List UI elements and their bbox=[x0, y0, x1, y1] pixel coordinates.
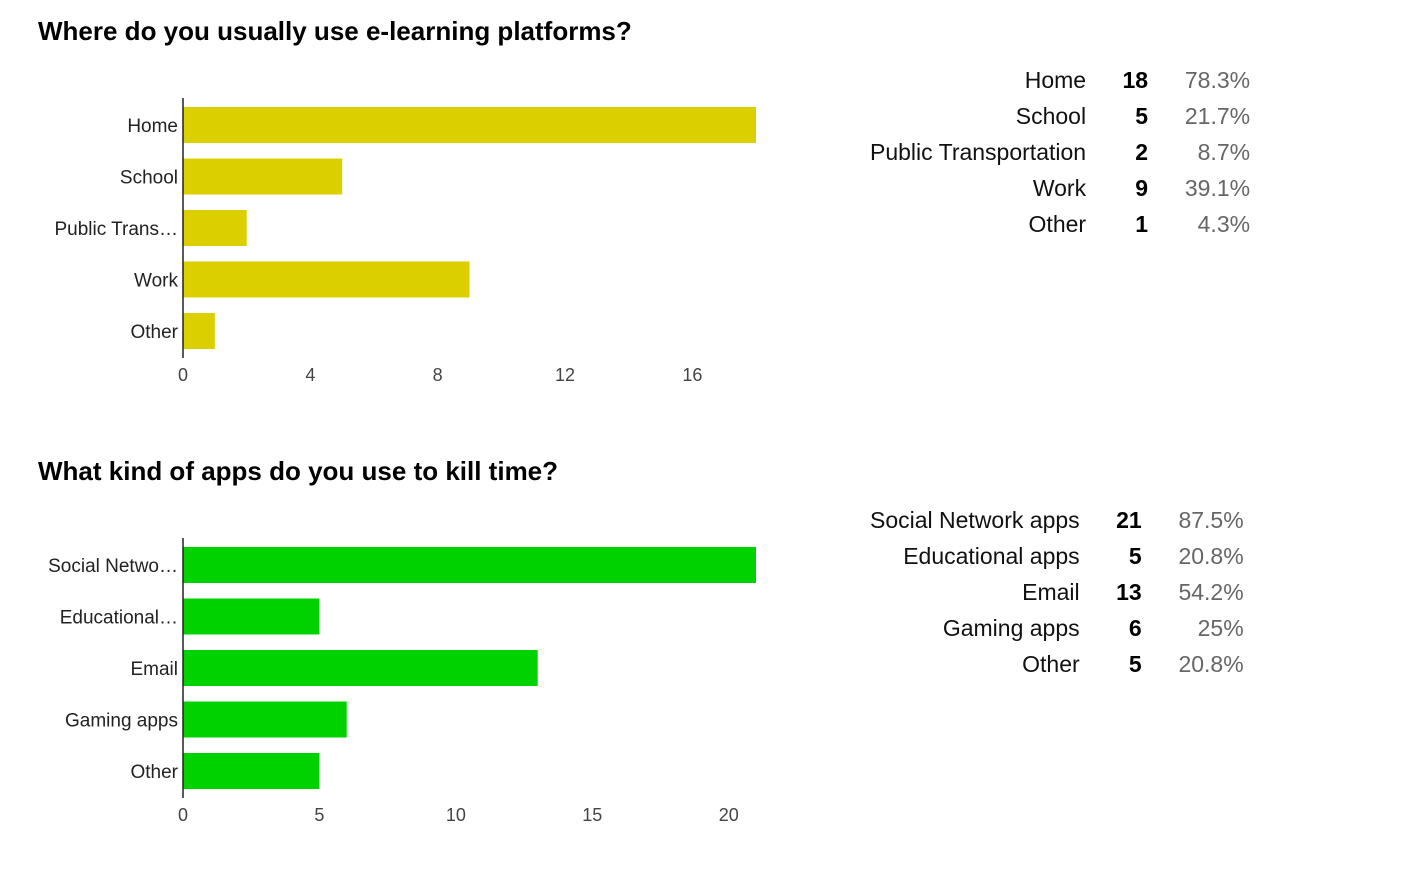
x-tick-label: 10 bbox=[446, 805, 466, 825]
summary-percent: 87.5% bbox=[1178, 507, 1244, 533]
summary-label: Social Network apps bbox=[870, 507, 1080, 533]
bar bbox=[183, 753, 320, 789]
summary-percent: 39.1% bbox=[1184, 175, 1251, 201]
bar bbox=[183, 107, 756, 143]
question-section-locations: Where do you usually use e-learning plat… bbox=[0, 0, 1422, 430]
summary-count: 5 bbox=[1135, 103, 1149, 129]
summary-count: 5 bbox=[1128, 651, 1142, 677]
x-tick-label: 15 bbox=[582, 805, 602, 825]
x-tick-label: 4 bbox=[305, 365, 315, 385]
summary-row: Other 5 20.8% bbox=[870, 646, 1244, 682]
summary-count: 5 bbox=[1128, 543, 1142, 569]
category-label: Social Netwo… bbox=[48, 556, 178, 577]
category-label: Email bbox=[130, 659, 178, 680]
bar bbox=[183, 650, 538, 686]
bar bbox=[183, 313, 215, 349]
x-tick-label: 12 bbox=[555, 365, 575, 385]
summary-percent: 78.3% bbox=[1184, 67, 1251, 93]
summary-row: Social Network apps 21 87.5% bbox=[870, 502, 1244, 538]
summary-label: Educational apps bbox=[903, 543, 1080, 569]
summary-percent: 54.2% bbox=[1178, 579, 1244, 605]
summary-row: Home 18 78.3% bbox=[870, 62, 1250, 98]
summary-percent: 20.8% bbox=[1178, 651, 1244, 677]
summary-label: Gaming apps bbox=[942, 615, 1080, 641]
bar bbox=[183, 547, 756, 583]
bar bbox=[183, 701, 347, 738]
summary-percent: 21.7% bbox=[1184, 103, 1251, 129]
summary-label: Work bbox=[1032, 175, 1087, 201]
summary-table: Social Network apps 21 87.5% Educational… bbox=[870, 502, 1244, 682]
summary-row: School 5 21.7% bbox=[870, 98, 1250, 134]
x-tick-label: 0 bbox=[178, 365, 188, 385]
summary-row: Public Transportation 2 8.7% bbox=[870, 134, 1250, 170]
summary-row: Other 1 4.3% bbox=[870, 206, 1251, 242]
summary-row: Gaming apps 6 25% bbox=[870, 610, 1244, 646]
x-tick-label: 8 bbox=[433, 365, 443, 385]
summary-percent: 8.7% bbox=[1197, 139, 1251, 165]
category-label: Public Trans… bbox=[54, 219, 178, 240]
x-tick-label: 5 bbox=[314, 805, 324, 825]
summary-percent: 20.8% bbox=[1178, 543, 1244, 569]
summary-percent: 4.3% bbox=[1197, 211, 1251, 237]
summary-label: Other bbox=[1022, 651, 1080, 677]
summary-label: Email bbox=[1022, 579, 1080, 605]
summary-count: 2 bbox=[1135, 139, 1149, 165]
category-label: Other bbox=[130, 322, 178, 343]
summary-label: Public Transportation bbox=[870, 139, 1087, 165]
bar-chart-locations: Home School Public Trans… Work Other 0 4 8 12 16 bbox=[54, 98, 756, 385]
summary-count: 6 bbox=[1128, 615, 1142, 641]
summary-count: 21 bbox=[1116, 507, 1142, 533]
category-label: Work bbox=[134, 271, 178, 292]
question-title: Where do you usually use e-learning plat… bbox=[38, 16, 632, 46]
bar bbox=[183, 158, 343, 195]
category-label: Home bbox=[127, 116, 178, 137]
summary-table: Home 18 78.3% School 5 21.7% Public Tran… bbox=[870, 62, 1250, 242]
summary-count: 18 bbox=[1122, 67, 1149, 93]
summary-label: Other bbox=[1028, 211, 1087, 237]
question-title: What kind of apps do you use to kill tim… bbox=[38, 456, 559, 486]
summary-label: School bbox=[1015, 103, 1087, 129]
summary-row: Work 9 39.1% bbox=[870, 170, 1250, 206]
category-label: Educational… bbox=[60, 608, 178, 629]
category-label: Other bbox=[130, 762, 178, 783]
summary-row: Email 13 54.2% bbox=[870, 574, 1244, 610]
summary-row: Educational apps 5 20.8% bbox=[870, 538, 1244, 574]
summary-percent: 25% bbox=[1197, 615, 1244, 641]
bar bbox=[183, 261, 470, 298]
question-section-apps: What kind of apps do you use to kill tim… bbox=[0, 440, 1422, 870]
bar bbox=[183, 598, 320, 635]
summary-count: 9 bbox=[1135, 175, 1149, 201]
x-tick-label: 0 bbox=[178, 805, 188, 825]
category-label: School bbox=[120, 168, 178, 189]
x-tick-label: 20 bbox=[719, 805, 739, 825]
category-label: Gaming apps bbox=[65, 711, 178, 732]
summary-label: Home bbox=[1024, 67, 1087, 93]
x-tick-label: 16 bbox=[682, 365, 702, 385]
summary-count: 13 bbox=[1116, 579, 1142, 605]
summary-count: 1 bbox=[1135, 211, 1149, 237]
bar bbox=[183, 210, 247, 246]
bar-chart-apps: Social Netwo… Educational… Email Gaming app… bbox=[48, 538, 756, 825]
